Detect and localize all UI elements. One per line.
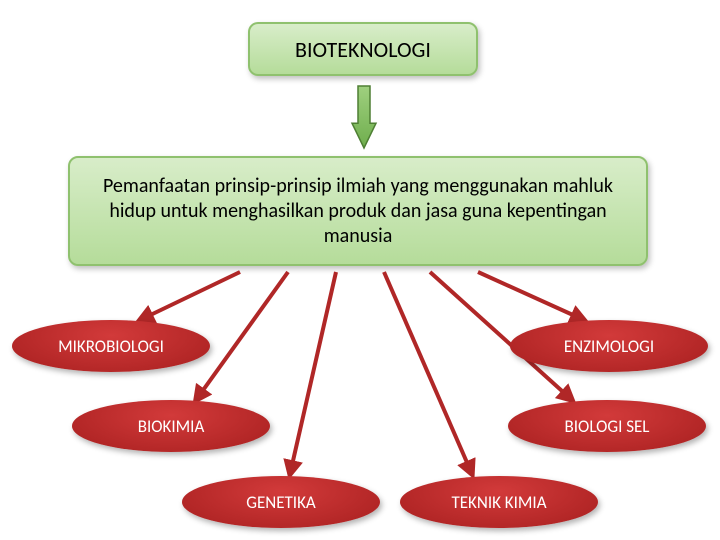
oval-label: ENZIMOLOGI [564, 336, 654, 357]
oval-genetika: GENETIKA [182, 476, 380, 528]
oval-label: TEKNIK KIMIA [451, 492, 546, 513]
oval-biokimia: BIOKIMIA [72, 400, 270, 452]
oval-teknik-kimia: TEKNIK KIMIA [400, 476, 598, 528]
oval-enzimologi: ENZIMOLOGI [510, 320, 708, 372]
oval-label: MIKROBIOLOGI [58, 336, 164, 357]
branch-arrows [0, 0, 720, 540]
oval-label: BIOKIMIA [138, 416, 205, 437]
oval-label: GENETIKA [246, 492, 316, 513]
oval-label: BIOLOGI SEL [565, 416, 650, 437]
oval-mikrobiologi: MIKROBIOLOGI [12, 320, 210, 372]
oval-biologi-sel: BIOLOGI SEL [508, 400, 706, 452]
